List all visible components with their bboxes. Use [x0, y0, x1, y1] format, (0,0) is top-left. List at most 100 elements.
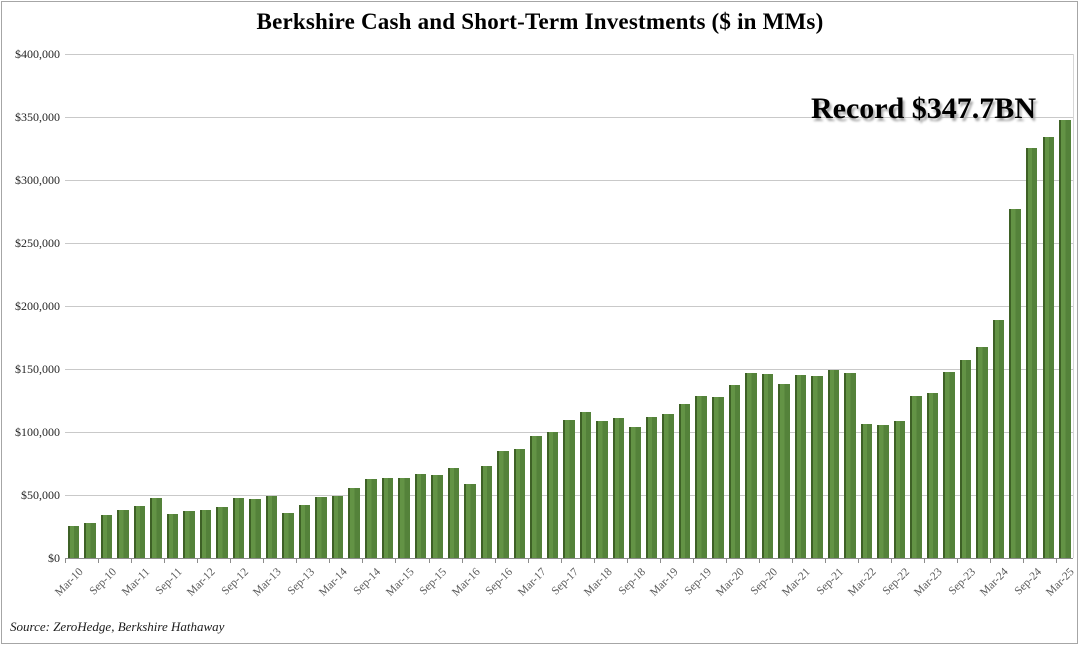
- bar: [811, 376, 823, 558]
- x-tick-mark: [296, 559, 297, 563]
- bar: [497, 451, 509, 558]
- bar: [695, 396, 707, 558]
- bar: [959, 360, 972, 558]
- bar: [480, 466, 493, 558]
- bar: [712, 397, 724, 558]
- x-axis-label: Sep-14: [351, 566, 384, 598]
- x-tick-mark: [594, 559, 595, 563]
- bar: [282, 513, 294, 558]
- x-tick-mark: [627, 559, 628, 563]
- bar: [860, 424, 873, 558]
- x-axis-label: Mar-22: [846, 566, 879, 599]
- bar: [431, 475, 443, 558]
- x-tick-mark: [990, 559, 991, 563]
- bar: [563, 420, 575, 558]
- x-tick-mark: [263, 559, 264, 563]
- x-axis-label: Sep-12: [219, 566, 252, 598]
- bar: [943, 372, 955, 558]
- bar: [348, 488, 360, 558]
- bar: [513, 449, 526, 558]
- x-tick-mark: [164, 559, 165, 563]
- bar: [150, 498, 162, 558]
- x-tick-mark: [660, 559, 661, 563]
- bar: [546, 432, 559, 558]
- bar: [67, 526, 79, 558]
- x-axis-label: Sep-19: [682, 566, 714, 598]
- x-axis-label: Sep-13: [285, 566, 318, 598]
- x-tick-mark: [891, 559, 892, 563]
- x-axis-label: Mar-23: [912, 566, 946, 599]
- x-axis-label: Sep-10: [87, 566, 119, 598]
- bar: [464, 484, 476, 558]
- y-axis-label: $150,000: [15, 362, 60, 376]
- x-axis-label: Sep-18: [616, 566, 648, 598]
- x-axis-label: Mar-24: [978, 566, 1012, 599]
- bar: [579, 412, 592, 558]
- x-axis-label: Sep-16: [483, 566, 516, 598]
- bar: [827, 370, 840, 558]
- bar: [1059, 120, 1071, 558]
- x-tick-mark: [1023, 559, 1024, 563]
- x-tick-mark: [759, 559, 760, 563]
- bar: [778, 384, 790, 558]
- bar: [331, 496, 344, 558]
- x-tick-mark: [462, 559, 463, 563]
- x-tick-mark: [693, 559, 694, 563]
- bar: [265, 496, 278, 558]
- x-axis-label: Sep-15: [417, 566, 450, 598]
- bar: [976, 347, 988, 558]
- x-tick-mark: [395, 559, 396, 563]
- bar: [199, 510, 212, 558]
- y-axis-label: $50,000: [21, 488, 60, 502]
- x-axis-label: Sep-11: [153, 566, 185, 598]
- y-axis-label: $250,000: [15, 236, 60, 250]
- x-axis-label: Sep-22: [880, 566, 912, 598]
- x-tick-mark: [230, 559, 231, 563]
- x-tick-mark: [131, 559, 132, 563]
- record-annotation: Record $347.7BN: [811, 92, 1036, 125]
- x-tick-mark: [858, 559, 859, 563]
- x-axis-label: Mar-25: [1044, 566, 1078, 599]
- bar: [745, 373, 757, 558]
- bar: [728, 385, 740, 558]
- y-gridline: [65, 54, 1073, 55]
- x-axis-label: Sep-23: [946, 566, 979, 598]
- bar: [133, 506, 146, 558]
- bar: [117, 510, 129, 558]
- bar: [414, 474, 426, 558]
- x-tick-mark: [429, 559, 430, 563]
- x-axis-label: Mar-12: [185, 566, 218, 599]
- y-gridline: [65, 243, 1073, 244]
- y-axis-label: $0: [48, 551, 60, 565]
- x-tick-mark: [1056, 559, 1057, 563]
- y-gridline: [65, 369, 1073, 370]
- bar: [381, 478, 393, 558]
- bar: [1025, 148, 1038, 558]
- x-tick-mark: [528, 559, 529, 563]
- x-axis-label: Sep-21: [814, 566, 846, 598]
- bar: [298, 505, 311, 558]
- bar: [216, 507, 228, 558]
- y-axis-label: $300,000: [15, 173, 60, 187]
- x-tick-mark: [362, 559, 363, 563]
- x-tick-mark: [65, 559, 66, 563]
- x-tick-mark: [825, 559, 826, 563]
- bar: [315, 497, 327, 558]
- bar: [398, 478, 410, 558]
- x-axis-label: Mar-13: [251, 566, 285, 599]
- x-tick-mark: [329, 559, 330, 563]
- bar: [530, 436, 542, 558]
- bar: [910, 396, 922, 558]
- bar: [844, 373, 856, 558]
- bar: [1009, 209, 1021, 558]
- bar: [926, 393, 939, 558]
- plot-right-border: [1073, 54, 1074, 558]
- bar: [893, 421, 906, 558]
- source-note: Source: ZeroHedge, Berkshire Hathaway: [10, 619, 225, 634]
- bar: [645, 417, 658, 558]
- x-axis-label: Sep-17: [549, 566, 582, 598]
- x-axis-label: Mar-21: [780, 566, 813, 599]
- x-axis-label: Mar-11: [119, 566, 152, 599]
- bar: [100, 515, 113, 558]
